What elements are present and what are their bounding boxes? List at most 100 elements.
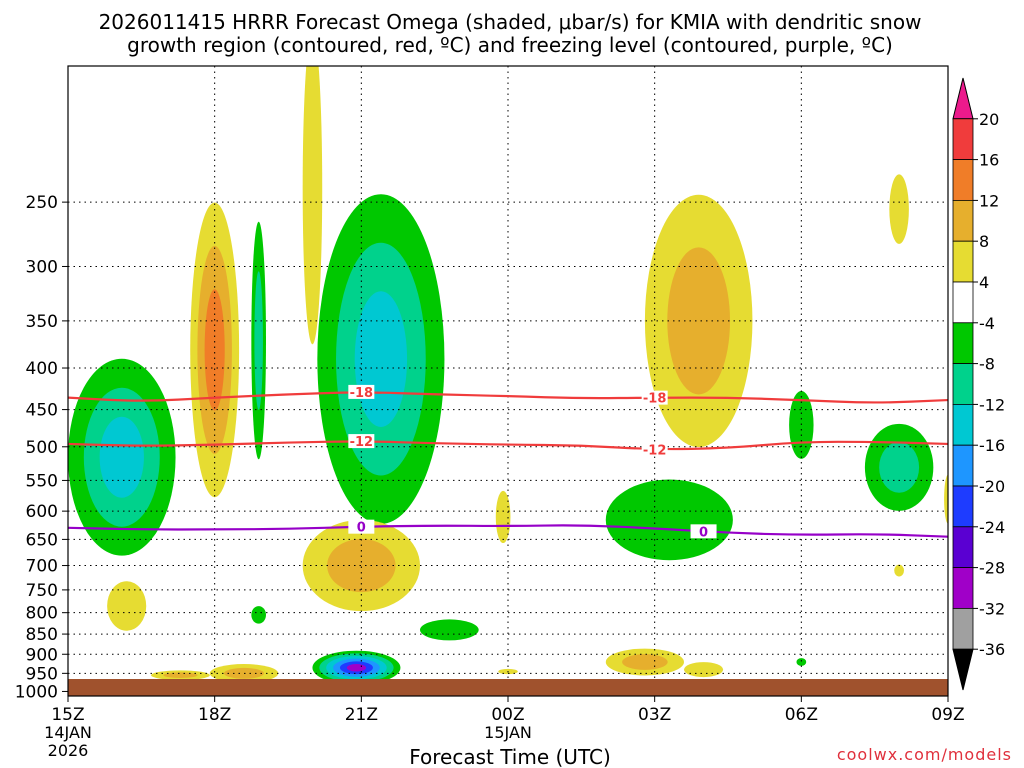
omega-colorbar: 20 16 12 8 4 -4 -8 -12 -16 -20 -24 -28 -32 -36	[952, 77, 1005, 691]
colorbar-bin	[952, 281, 974, 324]
omega-shade-12	[204, 289, 225, 411]
omega-shade-4	[684, 662, 724, 678]
contour--12	[68, 440, 948, 451]
colorbar-label: 12	[979, 191, 999, 210]
pressure-axis: 250 300 350 400 450 500 550 600 650 700 750 8008509…	[15, 193, 68, 702]
omega-shade-4	[889, 174, 909, 244]
y-tick-label: 600	[26, 502, 58, 522]
omega-shade--4	[420, 619, 479, 641]
omega-feature-19	[796, 658, 807, 666]
contour-label--12: -12	[643, 444, 667, 459]
omega-shade-8	[667, 247, 731, 395]
colorbar-label: -4	[979, 314, 995, 333]
omega-feature-14	[605, 648, 685, 676]
omega-shade--4	[251, 606, 266, 624]
colorbar-label: -8	[979, 355, 995, 374]
y-tick-label: 550	[26, 471, 58, 491]
colorbar-bin	[952, 199, 974, 242]
contour-label-bg	[641, 390, 668, 405]
y-tick-label: 400	[26, 359, 58, 379]
omega-feature-16	[605, 479, 733, 561]
y-tick-label: 800	[26, 604, 58, 624]
chart-title-line1: 2026011415 HRRR Forecast Omega (shaded, …	[99, 10, 922, 34]
omega-feature-7	[302, 66, 323, 345]
colorbar-label: 16	[979, 151, 999, 170]
contour-label-bg	[641, 442, 668, 457]
omega-shade--8	[254, 271, 263, 410]
y-tick-label: 450	[26, 401, 58, 421]
omega-shade-4	[495, 490, 511, 544]
colorbar-bin	[952, 159, 974, 201]
contour-label-bg	[690, 524, 717, 539]
contour-label-bg	[348, 519, 375, 534]
colorbar-label: 4	[979, 273, 989, 292]
y-tick-label: 900	[26, 645, 58, 665]
x-tick-label: 06Z	[785, 705, 818, 725]
contour-0	[68, 524, 948, 538]
omega-shade--12	[354, 291, 408, 427]
y-tick-label: 650	[26, 530, 58, 550]
colorbar-bin	[952, 485, 974, 528]
y-tick-label: 300	[26, 257, 58, 277]
omega-shade-8	[327, 538, 396, 593]
colorbar-bin	[952, 403, 974, 446]
omega-shade--4	[605, 479, 733, 561]
omega-feature-21	[889, 174, 909, 244]
contour-label--18: -18	[350, 386, 374, 401]
y-tick-label: 750	[26, 581, 58, 601]
colorbar-bin	[952, 240, 974, 283]
omega-feature-12	[495, 490, 511, 544]
omega-feature-20	[864, 423, 934, 511]
chart-title-line2: growth region (contoured, red, ºC) and f…	[127, 33, 893, 57]
omega-feature-8	[317, 194, 445, 524]
omega-shade-4	[944, 474, 948, 524]
colorbar-bin	[952, 567, 974, 609]
colorbar-label: 20	[979, 110, 999, 129]
contour-label-bg	[348, 434, 375, 449]
omega-feature-22	[894, 564, 904, 577]
omega-feature-11	[420, 619, 479, 641]
contour-label-0: 0	[699, 525, 708, 540]
x-tick-label: 00Z	[491, 705, 524, 725]
contour--18	[68, 391, 948, 404]
x-tick-date: 14JAN	[44, 723, 92, 742]
y-tick-label: 500	[26, 438, 58, 458]
ground-surface	[68, 679, 948, 696]
omega-feature-6	[251, 606, 266, 624]
omega-shade--28	[346, 663, 367, 672]
y-tick-label: 850	[26, 625, 58, 645]
x-tick-label: 18Z	[198, 705, 231, 725]
contour-label--12: -12	[350, 435, 374, 450]
x-axis-label: Forecast Time (UTC)	[409, 745, 611, 768]
colorbar-label: -20	[979, 477, 1005, 496]
colorbar-bin	[952, 322, 974, 364]
colorbar-label: 8	[979, 232, 989, 251]
colorbar-bin-bottom	[952, 648, 974, 691]
y-tick-label: 250	[26, 193, 58, 213]
omega-shade-4	[894, 564, 904, 577]
x-tick-date: 15JAN	[484, 723, 532, 742]
x-tick-year: 2026	[48, 741, 89, 760]
x-tick-label: 09Z	[931, 705, 964, 725]
omega-feature-1	[107, 581, 147, 631]
contour-label--18: -18	[643, 392, 667, 407]
y-tick-label: 350	[26, 312, 58, 332]
colorbar-bin-top	[952, 77, 974, 120]
colorbar-label: -16	[979, 436, 1005, 455]
omega-feature-3	[190, 202, 240, 498]
contour-label-0: 0	[357, 521, 366, 536]
omega-shade-8	[622, 654, 668, 670]
x-tick-label: 03Z	[638, 705, 671, 725]
y-tick-label: 700	[26, 557, 58, 577]
contour-label-bg	[348, 384, 375, 399]
omega-feature-2	[151, 670, 210, 680]
omega-shade--4	[796, 658, 807, 666]
colorbar-bin	[952, 444, 974, 487]
colorbar-label: -36	[979, 640, 1005, 659]
omega-shade-4	[302, 66, 323, 345]
omega-feature-23	[944, 474, 948, 524]
omega-shading	[68, 66, 948, 685]
colorbar-label: -28	[979, 559, 1005, 578]
